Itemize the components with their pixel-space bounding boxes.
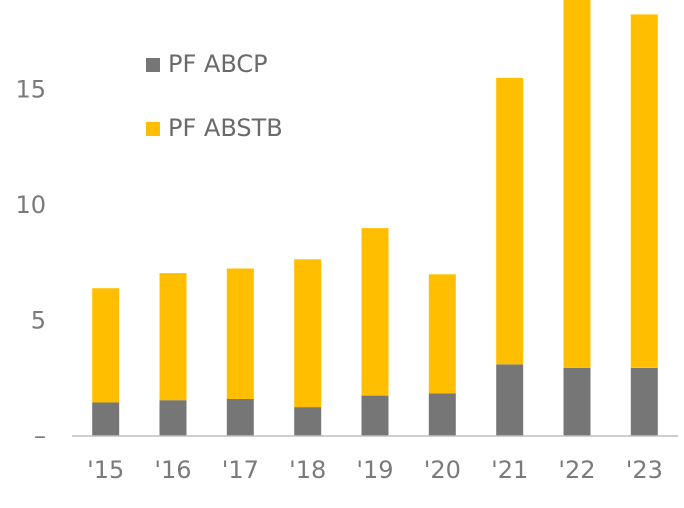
legend-swatch [146, 58, 160, 72]
bar-segment-pf-abcp [496, 364, 524, 436]
x-tick-label: '18 [289, 456, 326, 484]
bar-segment-pf-abcp [361, 395, 389, 436]
x-axis: '15 '16 '17 '18 '19 '20 '21 '22 '23 [87, 456, 663, 484]
bar-segment-pf-abcp [294, 407, 322, 436]
bar-segment-pf-abcp [563, 367, 591, 436]
bar-segment-pf-abstb [159, 273, 187, 401]
bar-segment-pf-abstb [563, 0, 591, 368]
bar-segment-pf-abstb [294, 259, 322, 408]
y-tick-label: – [34, 422, 46, 450]
legend-label: PF ABSTB [168, 114, 283, 142]
y-tick-label: 10 [15, 191, 46, 219]
y-tick-label: 15 [15, 76, 46, 104]
bar-segment-pf-abstb [92, 288, 120, 403]
bar-segment-pf-abcp [226, 399, 254, 436]
bar-segment-pf-abstb [361, 228, 389, 396]
bar-segment-pf-abcp [92, 402, 120, 436]
bar-segment-pf-abstb [630, 14, 658, 368]
x-tick-label: '19 [356, 456, 393, 484]
y-axis: – 5 10 15 [15, 76, 46, 451]
legend: PF ABCP PF ABSTB [146, 50, 283, 142]
bar-segment-pf-abstb [428, 274, 456, 394]
legend-swatch [146, 122, 160, 136]
x-tick-label: '16 [154, 456, 191, 484]
bar-segment-pf-abcp [159, 400, 187, 436]
bar-segment-pf-abcp [630, 367, 658, 436]
bar-segment-pf-abstb [226, 268, 254, 399]
x-tick-label: '23 [626, 456, 663, 484]
x-tick-label: '20 [424, 456, 461, 484]
x-tick-label: '22 [558, 456, 595, 484]
bar-segment-pf-abstb [496, 77, 524, 365]
x-tick-label: '21 [491, 456, 528, 484]
bar-segment-pf-abcp [428, 393, 456, 436]
y-tick-label: 5 [31, 307, 46, 335]
x-tick-label: '15 [87, 456, 124, 484]
bars [92, 0, 658, 436]
x-tick-label: '17 [222, 456, 259, 484]
legend-label: PF ABCP [168, 50, 268, 78]
